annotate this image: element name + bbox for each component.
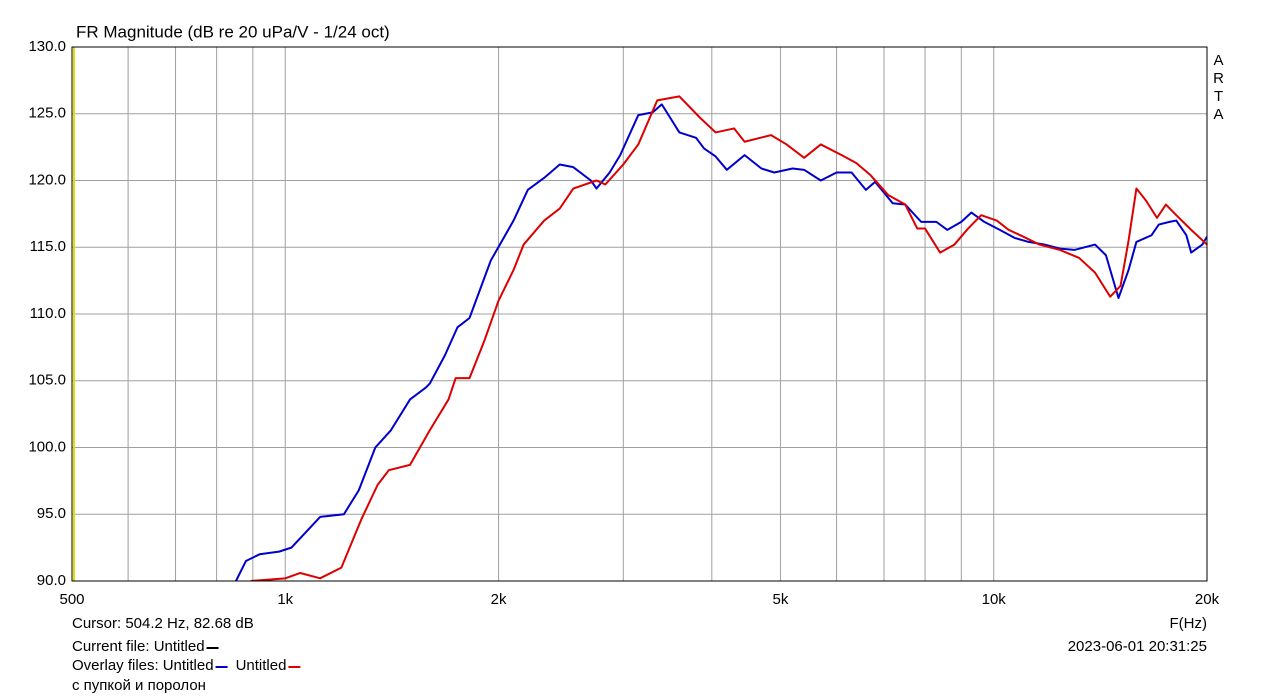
y-tick-label: 110.0 [30,305,66,322]
chart-title: FR Magnitude (dB re 20 uPa/V - 1/24 oct) [76,22,390,41]
x-tick-label: 2k [491,591,507,608]
series-line [250,95,1207,581]
y-tick-label: 125.0 [28,105,66,122]
watermark: ARTA [1210,52,1227,124]
plot-lines [235,95,1207,581]
x-tick-label: 10k [982,591,1007,608]
x-tick-label: 20k [1195,591,1220,608]
y-tick-label: 120.0 [28,171,66,188]
x-tick-label: 500 [59,591,84,608]
cursor-readout: Cursor: 504.2 Hz, 82.68 dB [72,615,254,632]
y-tick-label: 90.0 [37,572,66,589]
grid [71,46,1208,582]
y-tick-label: 130.0 [28,38,66,55]
x-axis-label: F(Hz) [1170,615,1208,632]
current-file: Current file: Untitled [72,638,205,655]
series-line [235,103,1207,581]
y-tick-label: 105.0 [28,372,66,389]
y-tick-label: 95.0 [37,505,66,522]
overlay-label: Overlay files: [72,657,159,674]
y-tick-label: 115.0 [30,238,66,255]
x-tick-label: 1k [277,591,293,608]
legend-label: Untitled [236,657,287,674]
note: с пупкой и поролон [72,677,206,694]
plot-frame [71,46,1208,582]
date: 2023-06-01 20:31:25 [1068,638,1207,655]
y-tick-label: 100.0 [28,438,66,455]
x-tick-label: 5k [773,591,789,608]
legend-label: Untitled [163,657,214,674]
